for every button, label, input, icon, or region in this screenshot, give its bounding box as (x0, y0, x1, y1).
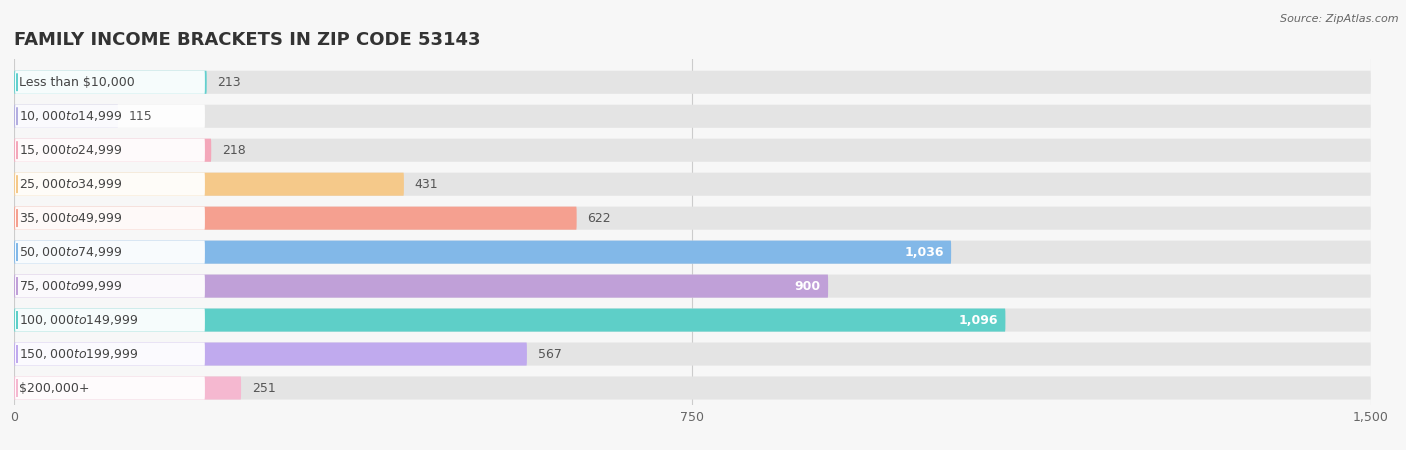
Text: $150,000 to $199,999: $150,000 to $199,999 (20, 347, 139, 361)
FancyBboxPatch shape (15, 309, 205, 332)
Text: $10,000 to $14,999: $10,000 to $14,999 (20, 109, 122, 123)
FancyBboxPatch shape (14, 71, 207, 94)
FancyBboxPatch shape (15, 105, 205, 128)
Text: 567: 567 (537, 347, 561, 360)
Text: $75,000 to $99,999: $75,000 to $99,999 (20, 279, 122, 293)
FancyBboxPatch shape (14, 274, 1371, 297)
FancyBboxPatch shape (14, 173, 1371, 196)
FancyBboxPatch shape (14, 309, 1005, 332)
Text: $200,000+: $200,000+ (20, 382, 90, 395)
FancyBboxPatch shape (15, 173, 205, 196)
FancyBboxPatch shape (15, 274, 205, 297)
Text: $25,000 to $34,999: $25,000 to $34,999 (20, 177, 122, 191)
FancyBboxPatch shape (14, 309, 1371, 332)
FancyBboxPatch shape (14, 241, 950, 264)
FancyBboxPatch shape (14, 342, 1371, 365)
FancyBboxPatch shape (14, 105, 1371, 128)
Text: Less than $10,000: Less than $10,000 (20, 76, 135, 89)
FancyBboxPatch shape (14, 139, 1371, 162)
FancyBboxPatch shape (15, 139, 205, 162)
FancyBboxPatch shape (15, 207, 205, 230)
Text: 1,036: 1,036 (904, 246, 943, 259)
Text: $15,000 to $24,999: $15,000 to $24,999 (20, 143, 122, 157)
FancyBboxPatch shape (14, 207, 1371, 230)
FancyBboxPatch shape (14, 139, 211, 162)
Text: 431: 431 (415, 178, 439, 191)
Text: Source: ZipAtlas.com: Source: ZipAtlas.com (1281, 14, 1399, 23)
FancyBboxPatch shape (14, 377, 240, 400)
FancyBboxPatch shape (14, 71, 1371, 94)
FancyBboxPatch shape (15, 241, 205, 264)
Text: 251: 251 (252, 382, 276, 395)
FancyBboxPatch shape (14, 241, 1371, 264)
FancyBboxPatch shape (15, 71, 205, 94)
FancyBboxPatch shape (14, 105, 118, 128)
Text: 115: 115 (129, 110, 153, 123)
FancyBboxPatch shape (14, 342, 527, 365)
FancyBboxPatch shape (14, 173, 404, 196)
FancyBboxPatch shape (15, 342, 205, 365)
Text: $35,000 to $49,999: $35,000 to $49,999 (20, 211, 122, 225)
FancyBboxPatch shape (14, 274, 828, 297)
Text: 622: 622 (588, 212, 612, 225)
Text: 213: 213 (218, 76, 242, 89)
Text: $50,000 to $74,999: $50,000 to $74,999 (20, 245, 122, 259)
Text: 218: 218 (222, 144, 246, 157)
FancyBboxPatch shape (15, 377, 205, 400)
Text: FAMILY INCOME BRACKETS IN ZIP CODE 53143: FAMILY INCOME BRACKETS IN ZIP CODE 53143 (14, 31, 481, 49)
Text: $100,000 to $149,999: $100,000 to $149,999 (20, 313, 139, 327)
FancyBboxPatch shape (14, 377, 1371, 400)
FancyBboxPatch shape (14, 207, 576, 230)
Text: 900: 900 (794, 279, 821, 292)
Text: 1,096: 1,096 (959, 314, 998, 327)
